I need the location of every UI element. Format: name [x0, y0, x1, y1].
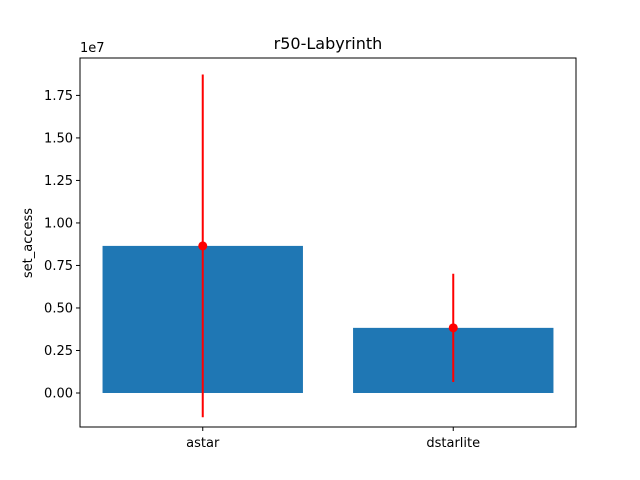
y-axis-ticks: 0.00 0.25 0.50 0.75 1.00 1.25 1.50 1.75	[44, 89, 80, 401]
mean-point-dstarlite	[448, 323, 458, 333]
plot-frame	[79, 57, 577, 428]
y-tick-label: 1.50	[44, 131, 73, 146]
y-tick-label: 1.00	[44, 216, 73, 231]
bars-layer	[102, 245, 554, 393]
mean-point-astar	[198, 241, 208, 251]
error-bars-layer	[198, 74, 458, 418]
y-tick-label: 0.75	[44, 259, 73, 274]
y-axis-label: set_access	[21, 208, 36, 278]
y-tick-label: 0.50	[44, 301, 73, 316]
y-tick-label: 0.00	[44, 386, 73, 401]
y-tick-label: 0.25	[44, 344, 73, 359]
x-tick-label-astar: astar	[186, 436, 220, 451]
y-axis-offset-label: 1e7	[80, 41, 105, 56]
chart-title: r50-Labyrinth	[274, 34, 383, 53]
y-tick-label: 1.75	[44, 89, 73, 104]
y-tick-label: 1.25	[44, 174, 73, 189]
x-axis-ticks: astar dstarlite	[186, 427, 480, 451]
x-tick-label-dstarlite: dstarlite	[426, 436, 480, 451]
